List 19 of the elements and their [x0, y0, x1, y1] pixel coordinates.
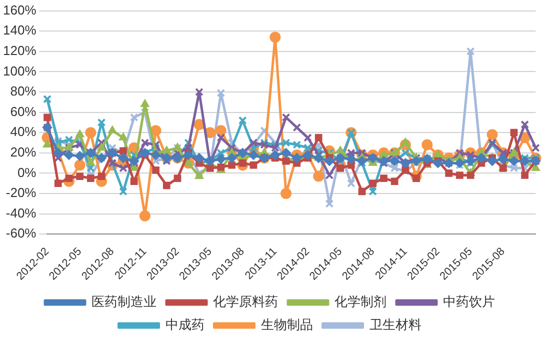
- y-tick-label: 20%: [10, 144, 37, 160]
- y-tick-label: 120%: [3, 42, 37, 58]
- legend-label: 化学制剂: [334, 294, 386, 310]
- y-tick-label: -40%: [6, 205, 37, 220]
- y-tick-label: 80%: [10, 84, 37, 99]
- legend-label: 卫生材料: [369, 318, 422, 333]
- y-tick-label: 0%: [17, 164, 37, 180]
- legend-label: 中成药: [165, 318, 204, 333]
- legend-label: 化学原料药: [213, 294, 278, 310]
- y-tick-label: 140%: [3, 22, 37, 38]
- y-tick-label: 60%: [10, 104, 37, 119]
- y-tick-label: 160%: [3, 2, 37, 18]
- y-tick-label: 40%: [10, 124, 37, 140]
- legend-label: 医药制造业: [92, 294, 156, 310]
- legend-label: 生物制品: [260, 318, 313, 333]
- legend-label: 中药饮片: [443, 294, 495, 310]
- y-tick-label: -60%: [6, 226, 37, 241]
- y-tick-label: -20%: [6, 185, 37, 200]
- y-tick-label: 100%: [3, 63, 37, 78]
